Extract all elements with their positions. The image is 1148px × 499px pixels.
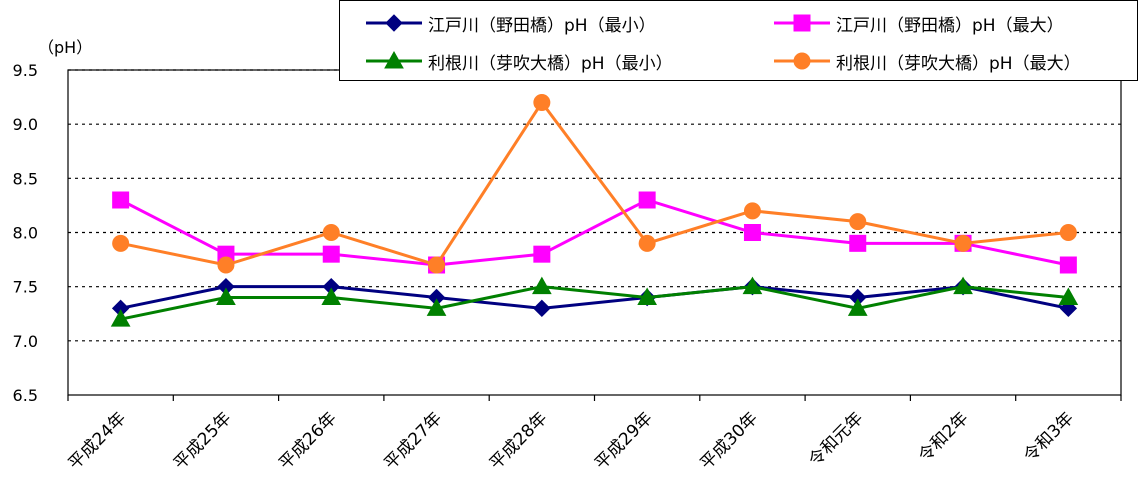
data-point-tonegawa-min [847, 298, 868, 316]
data-point-tonegawa-max [743, 202, 761, 220]
x-tick-label: 平成27年 [381, 408, 447, 474]
legend-swatch-edogawa-min [366, 14, 422, 32]
y-tick-label: 9.5 [13, 61, 38, 80]
legend-item-tonegawa-max: 利根川（芽吹大橋）pH（最大） [770, 43, 1081, 79]
data-point-tonegawa-max [638, 234, 656, 252]
data-point-tonegawa-min [216, 287, 236, 305]
data-point-tonegawa-min [953, 276, 973, 295]
data-point-tonegawa-min [742, 276, 763, 295]
data-point-tonegawa-max [1059, 224, 1077, 241]
series-line-edogawa-min [120, 285, 1069, 310]
x-tick-label: 令和元年 [805, 408, 867, 470]
data-point-tonegawa-min [321, 287, 342, 305]
legend-swatch-marker [793, 52, 811, 70]
data-point-tonegawa-min [531, 276, 552, 295]
y-tick-label: 7.0 [13, 332, 38, 351]
data-point-tonegawa-max [428, 256, 446, 274]
x-tick-label: 平成30年 [696, 408, 762, 474]
legend-item-edogawa-min: 江戸川（野田橋）pH（最小） [362, 5, 656, 41]
data-point-tonegawa-max [217, 256, 235, 274]
legend-swatch-tonegawa-min [366, 50, 422, 69]
series-tonegawa-max [112, 94, 1077, 274]
series-layer [110, 94, 1079, 327]
legend-item-edogawa-max: 江戸川（野田橋）pH（最大） [770, 5, 1064, 41]
data-point-edogawa-min [533, 299, 551, 318]
data-point-edogawa-max [112, 191, 130, 209]
legend-item-tonegawa-min: 利根川（芽吹大橋）pH（最小） [362, 43, 673, 79]
legend-swatch-marker [793, 14, 811, 32]
data-point-tonegawa-max [322, 224, 340, 241]
legend-label-tonegawa-max: 利根川（芽吹大橋）pH（最大） [836, 53, 1081, 74]
data-point-edogawa-max [533, 245, 551, 263]
data-point-edogawa-max [322, 245, 340, 263]
legend-label-edogawa-min: 江戸川（野田橋）pH（最小） [428, 15, 656, 36]
data-point-tonegawa-min [1058, 287, 1079, 305]
legend-label-edogawa-max: 江戸川（野田橋）pH（最大） [836, 15, 1064, 36]
data-point-tonegawa-max [112, 234, 130, 252]
x-tick-label: 平成25年 [170, 408, 236, 474]
data-point-tonegawa-max [533, 94, 551, 111]
legend-swatch-tonegawa-max [774, 52, 830, 70]
y-tick-label: 9.0 [13, 115, 38, 134]
x-tick-label: 令和3年 [1020, 408, 1078, 466]
data-point-edogawa-max [743, 224, 761, 241]
x-tick-labels: 平成24年 平成25年 平成26年 平成27年 平成28年 平成29年 平成30年 令和元年令… [65, 408, 1078, 474]
x-tick-label: 平成26年 [275, 408, 341, 474]
data-point-tonegawa-min [637, 287, 658, 305]
legend: 江戸川（野田橋）pH（最小） 江戸川（野田橋）pH（最大） 利根川（芽吹大橋）p… [339, 0, 1138, 81]
legend-label-tonegawa-min: 利根川（芽吹大橋）pH（最小） [428, 53, 673, 74]
series-line-tonegawa-min [120, 285, 1069, 321]
data-point-tonegawa-max [849, 213, 867, 231]
data-point-edogawa-max [1059, 256, 1077, 274]
data-point-edogawa-max [638, 191, 656, 209]
y-tick-labels: 6.5 7.0 7.5 8.0 8.5 9.0 9.5 [13, 61, 38, 405]
series-line-tonegawa-max [120, 99, 1069, 267]
series-tonegawa-min [110, 276, 1079, 327]
data-point-edogawa-max [849, 234, 867, 252]
series-line-edogawa-max [119, 198, 1069, 267]
data-point-tonegawa-max [954, 234, 972, 252]
y-tick-label: 6.5 [13, 386, 38, 405]
x-tick-label: 平成24年 [65, 408, 131, 474]
legend-swatch-marker [384, 50, 404, 69]
x-tick-label: 平成28年 [486, 408, 552, 474]
y-tick-label: 7.5 [13, 278, 38, 297]
x-tick-label: 令和2年 [915, 408, 973, 466]
legend-swatch-marker [385, 14, 403, 32]
y-unit-label: （pH） [38, 38, 93, 57]
data-point-tonegawa-min [110, 309, 131, 327]
legend-swatch-edogawa-max [774, 14, 830, 32]
x-tick-label: 平成29年 [591, 408, 657, 474]
y-tick-label: 8.5 [13, 169, 38, 188]
y-tick-label: 8.0 [13, 224, 38, 243]
data-point-tonegawa-min [426, 298, 447, 316]
